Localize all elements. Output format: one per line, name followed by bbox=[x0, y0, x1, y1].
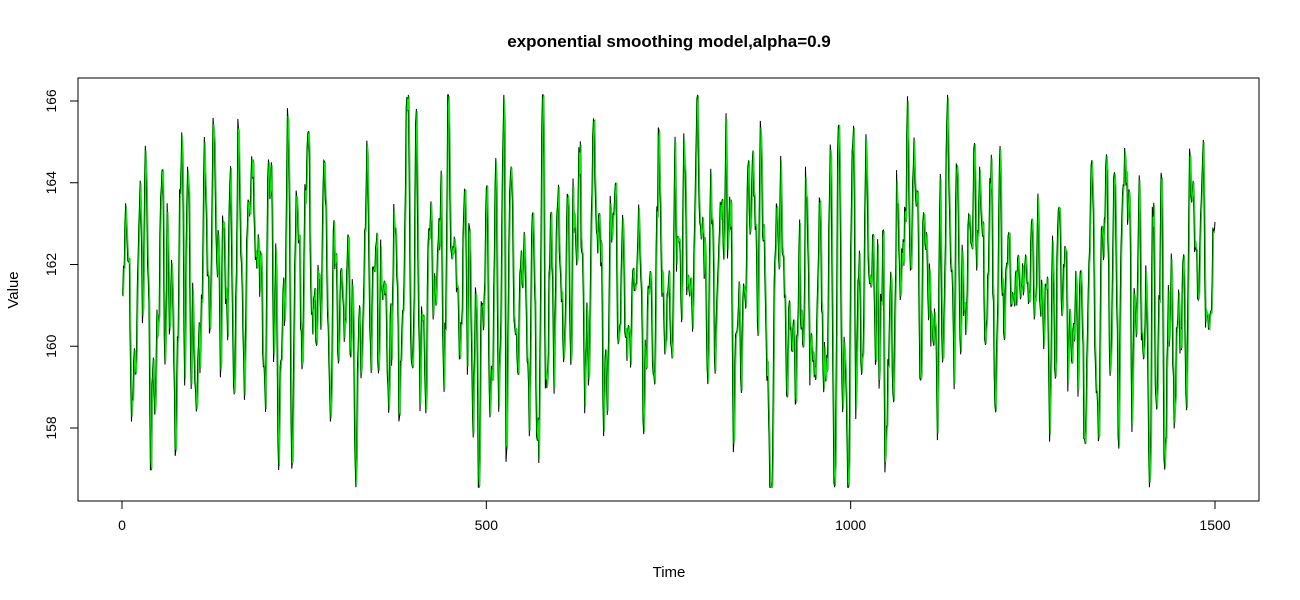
x-tick-label: 0 bbox=[118, 517, 126, 533]
y-tick-label: 158 bbox=[43, 416, 59, 440]
x-tick-label: 1500 bbox=[1199, 517, 1230, 533]
x-tick-label: 500 bbox=[475, 517, 499, 533]
chart-title: exponential smoothing model,alpha=0.9 bbox=[507, 32, 831, 51]
y-tick-label: 166 bbox=[43, 89, 59, 113]
y-tick-label: 164 bbox=[43, 171, 59, 195]
x-tick-label: 1000 bbox=[835, 517, 866, 533]
series-line-fitted bbox=[122, 95, 1216, 488]
y-tick-label: 162 bbox=[43, 253, 59, 277]
y-axis-label: Value bbox=[5, 271, 22, 308]
y-tick-label: 160 bbox=[43, 334, 59, 358]
series-line-observed bbox=[122, 94, 1216, 488]
y-axis: 158 160 162 164 166 bbox=[43, 89, 79, 440]
x-axis: 0 500 1000 1500 bbox=[118, 500, 1231, 533]
x-axis-label: Time bbox=[653, 564, 686, 581]
